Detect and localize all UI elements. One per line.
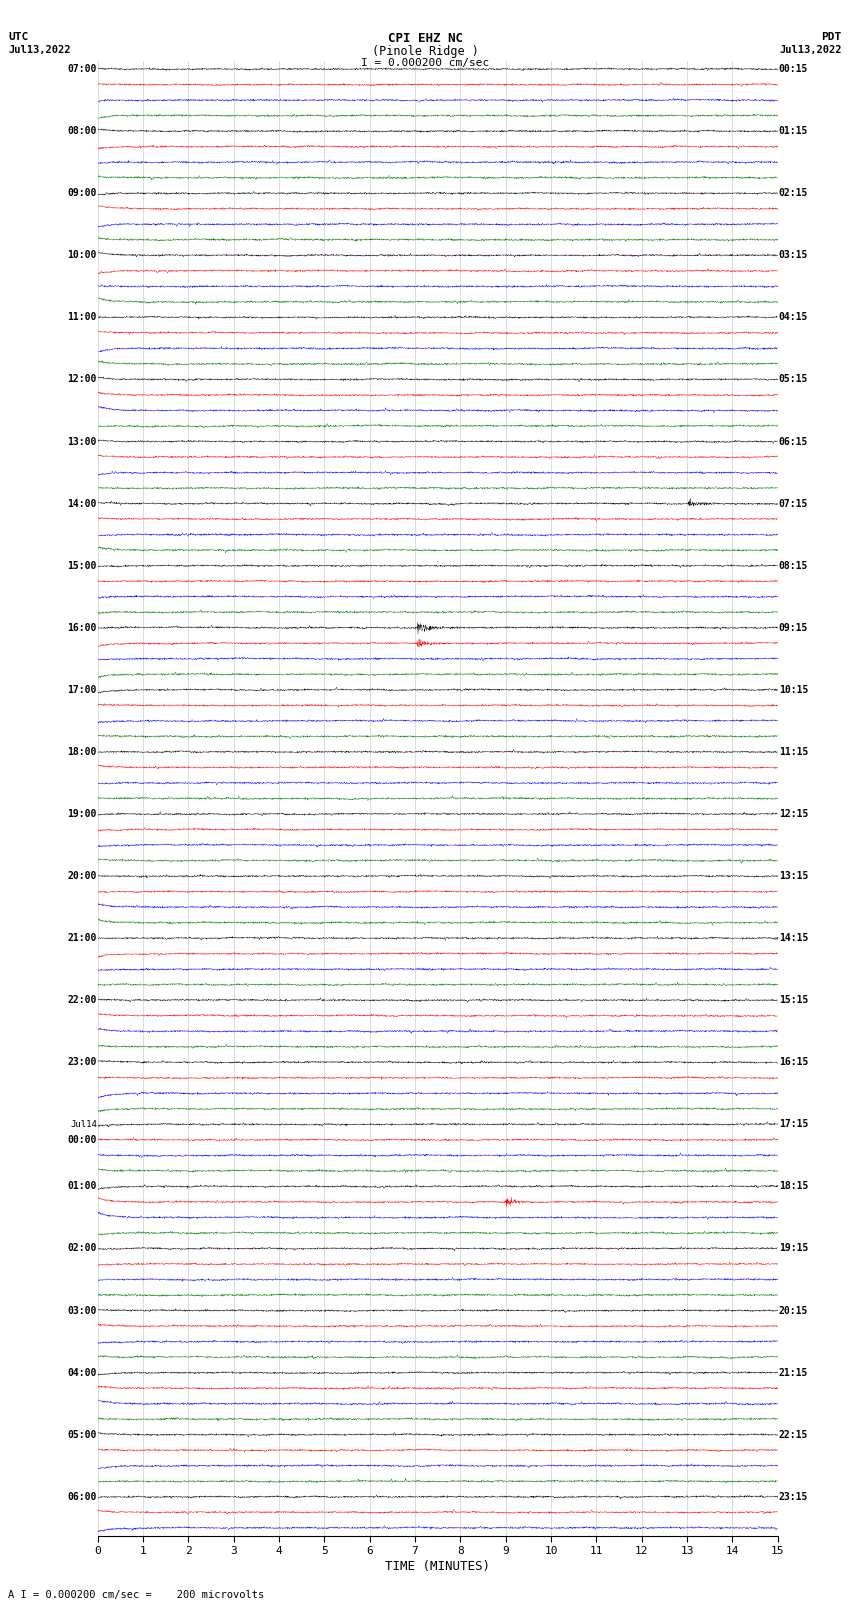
Text: 16:15: 16:15	[779, 1057, 808, 1068]
Text: 01:00: 01:00	[67, 1181, 97, 1192]
Text: 17:00: 17:00	[67, 686, 97, 695]
Text: 05:00: 05:00	[67, 1429, 97, 1440]
Text: 10:00: 10:00	[67, 250, 97, 260]
Text: 10:15: 10:15	[779, 686, 808, 695]
Text: 17:15: 17:15	[779, 1119, 808, 1129]
Text: 04:15: 04:15	[779, 313, 808, 323]
Text: 21:00: 21:00	[67, 932, 97, 944]
Text: 20:15: 20:15	[779, 1305, 808, 1316]
Text: 00:00: 00:00	[67, 1136, 97, 1145]
Text: 06:00: 06:00	[67, 1492, 97, 1502]
Text: A I = 0.000200 cm/sec =    200 microvolts: A I = 0.000200 cm/sec = 200 microvolts	[8, 1590, 264, 1600]
Text: 18:00: 18:00	[67, 747, 97, 756]
Text: 00:15: 00:15	[779, 65, 808, 74]
Text: Jul13,2022: Jul13,2022	[8, 45, 71, 55]
Text: 03:15: 03:15	[779, 250, 808, 260]
Text: 21:15: 21:15	[779, 1368, 808, 1378]
Text: 15:00: 15:00	[67, 561, 97, 571]
Text: 20:00: 20:00	[67, 871, 97, 881]
Text: 07:15: 07:15	[779, 498, 808, 508]
Text: 14:00: 14:00	[67, 498, 97, 508]
Text: 13:15: 13:15	[779, 871, 808, 881]
Text: 23:15: 23:15	[779, 1492, 808, 1502]
Text: 13:00: 13:00	[67, 437, 97, 447]
Text: 02:15: 02:15	[779, 189, 808, 198]
Text: 19:00: 19:00	[67, 810, 97, 819]
Text: 07:00: 07:00	[67, 65, 97, 74]
Text: 15:15: 15:15	[779, 995, 808, 1005]
Text: 22:00: 22:00	[67, 995, 97, 1005]
Text: 11:15: 11:15	[779, 747, 808, 756]
Text: 14:15: 14:15	[779, 932, 808, 944]
Text: 22:15: 22:15	[779, 1429, 808, 1440]
Text: CPI EHZ NC: CPI EHZ NC	[388, 32, 462, 45]
Text: Jul13,2022: Jul13,2022	[779, 45, 842, 55]
Text: Jul14: Jul14	[70, 1119, 97, 1129]
Text: 12:00: 12:00	[67, 374, 97, 384]
Text: I = 0.000200 cm/sec: I = 0.000200 cm/sec	[361, 58, 489, 68]
Text: 09:15: 09:15	[779, 623, 808, 632]
Text: 18:15: 18:15	[779, 1181, 808, 1192]
Text: 06:15: 06:15	[779, 437, 808, 447]
Text: 05:15: 05:15	[779, 374, 808, 384]
Text: 04:00: 04:00	[67, 1368, 97, 1378]
Text: 09:00: 09:00	[67, 189, 97, 198]
Text: 01:15: 01:15	[779, 126, 808, 135]
Text: 16:00: 16:00	[67, 623, 97, 632]
X-axis label: TIME (MINUTES): TIME (MINUTES)	[385, 1560, 490, 1573]
Text: 23:00: 23:00	[67, 1057, 97, 1068]
Text: PDT: PDT	[821, 32, 842, 42]
Text: UTC: UTC	[8, 32, 29, 42]
Text: (Pinole Ridge ): (Pinole Ridge )	[371, 45, 479, 58]
Text: 08:15: 08:15	[779, 561, 808, 571]
Text: 11:00: 11:00	[67, 313, 97, 323]
Text: 02:00: 02:00	[67, 1244, 97, 1253]
Text: 08:00: 08:00	[67, 126, 97, 135]
Text: 03:00: 03:00	[67, 1305, 97, 1316]
Text: 12:15: 12:15	[779, 810, 808, 819]
Text: 19:15: 19:15	[779, 1244, 808, 1253]
